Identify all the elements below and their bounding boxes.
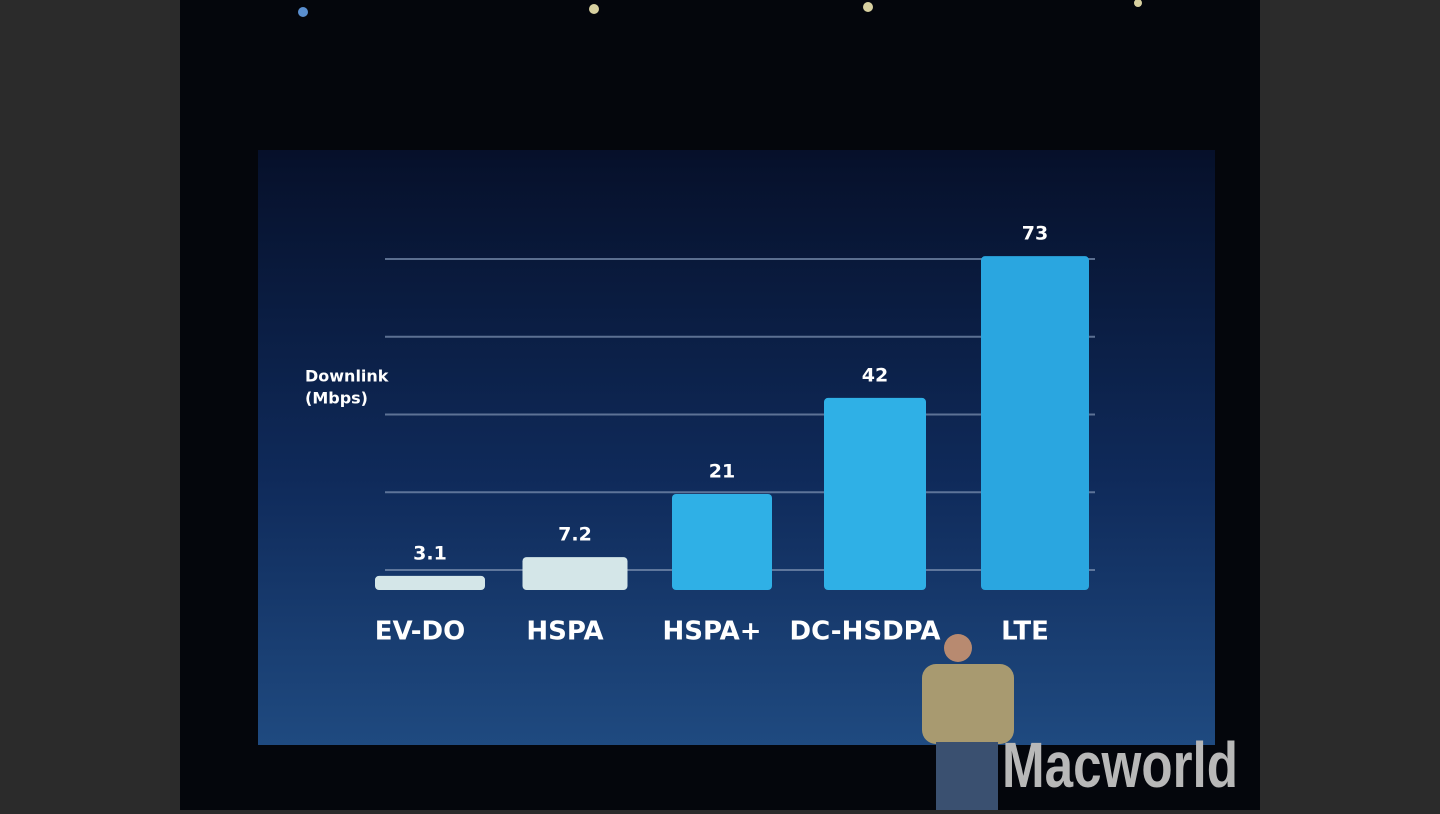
presenter xyxy=(922,634,1014,810)
stage-light xyxy=(863,2,873,12)
axis-label: (Mbps) xyxy=(305,389,368,408)
value-label: 73 xyxy=(1022,223,1048,245)
value-label: 21 xyxy=(709,460,735,482)
x-tick-label: DC-HSDPA xyxy=(790,617,941,647)
value-label: 42 xyxy=(862,364,888,386)
stage-light xyxy=(589,4,599,14)
value-label: 3.1 xyxy=(413,542,447,564)
stage-light xyxy=(298,7,308,17)
bar xyxy=(824,397,926,590)
bar xyxy=(375,575,485,590)
stage-light xyxy=(1134,0,1142,7)
watermark: Macworld xyxy=(1002,731,1238,802)
axis-label: Downlink xyxy=(305,367,389,386)
value-label: 7.2 xyxy=(558,524,592,546)
plot: EV-DO 3.1 HSPA 7.2 HSPA+ 21 DC-HSDPA 42 LTE 73 xyxy=(375,223,1095,647)
x-tick-label: EV-DO xyxy=(375,617,465,647)
bar xyxy=(981,256,1089,590)
bar xyxy=(672,493,772,590)
x-tick-label: HSPA+ xyxy=(662,617,761,647)
x-tick-label: LTE xyxy=(1001,617,1049,647)
x-tick-label: HSPA xyxy=(526,617,603,647)
bar xyxy=(522,557,628,590)
